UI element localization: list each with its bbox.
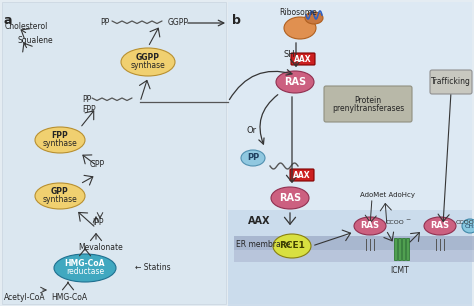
Text: CCOO: CCOO — [456, 221, 474, 226]
Text: AAX: AAX — [248, 216, 271, 226]
Text: FPP: FPP — [52, 130, 68, 140]
Text: Mevalonate: Mevalonate — [78, 243, 123, 252]
Text: Cholesterol: Cholesterol — [5, 22, 48, 31]
Text: b: b — [232, 14, 241, 27]
Text: RAS: RAS — [361, 222, 380, 230]
FancyBboxPatch shape — [2, 2, 226, 304]
Text: PP: PP — [247, 154, 259, 162]
Text: Acetyl-CoA: Acetyl-CoA — [4, 293, 46, 302]
Text: IPP: IPP — [92, 218, 103, 227]
Text: AAX: AAX — [294, 54, 312, 64]
FancyBboxPatch shape — [291, 53, 315, 65]
Text: Or: Or — [247, 126, 257, 135]
Ellipse shape — [241, 150, 265, 166]
Text: reductase: reductase — [66, 267, 104, 275]
Text: GPP: GPP — [90, 160, 105, 169]
Text: ← Statins: ← Statins — [135, 263, 171, 272]
Text: RAS: RAS — [279, 193, 301, 203]
Text: a: a — [4, 14, 12, 27]
Text: SH: SH — [284, 50, 296, 59]
Text: PP: PP — [82, 95, 91, 104]
Text: GGPP: GGPP — [168, 18, 189, 27]
Ellipse shape — [284, 17, 316, 39]
Text: Ribosome: Ribosome — [279, 8, 317, 17]
Text: AAX: AAX — [293, 170, 311, 180]
Ellipse shape — [54, 254, 116, 282]
Bar — [234, 236, 474, 250]
FancyBboxPatch shape — [394, 238, 397, 260]
Text: ER membrane: ER membrane — [236, 240, 290, 249]
Text: HMG-CoA: HMG-CoA — [51, 293, 87, 302]
Text: prenyltransferases: prenyltransferases — [332, 104, 404, 113]
Text: RCE1: RCE1 — [279, 241, 305, 251]
Text: AdoMet AdoHcy: AdoMet AdoHcy — [360, 192, 415, 198]
Text: ICMT: ICMT — [391, 266, 410, 275]
FancyBboxPatch shape — [324, 86, 412, 122]
Ellipse shape — [121, 48, 175, 76]
FancyBboxPatch shape — [228, 2, 472, 304]
Ellipse shape — [273, 234, 311, 258]
Ellipse shape — [354, 217, 386, 235]
Text: RAS: RAS — [430, 222, 449, 230]
Text: CCOO: CCOO — [386, 221, 405, 226]
Bar — [234, 250, 474, 262]
Text: RAS: RAS — [284, 77, 306, 87]
Ellipse shape — [305, 12, 323, 24]
FancyBboxPatch shape — [290, 169, 314, 181]
Ellipse shape — [35, 127, 85, 153]
Text: GPP: GPP — [51, 186, 69, 196]
FancyBboxPatch shape — [406, 238, 409, 260]
Text: synthase: synthase — [43, 139, 77, 147]
FancyBboxPatch shape — [398, 238, 401, 260]
Text: HMG-CoA: HMG-CoA — [65, 259, 105, 267]
FancyBboxPatch shape — [430, 70, 472, 94]
Ellipse shape — [276, 71, 314, 93]
Text: Trafficking: Trafficking — [431, 77, 471, 87]
Text: synthase: synthase — [43, 195, 77, 203]
Ellipse shape — [271, 187, 309, 209]
FancyBboxPatch shape — [228, 210, 472, 306]
Text: CH₃: CH₃ — [464, 223, 474, 229]
Text: Squalene: Squalene — [18, 36, 54, 45]
Text: FPP: FPP — [82, 105, 96, 114]
Ellipse shape — [462, 219, 474, 233]
Text: PP: PP — [100, 18, 109, 27]
FancyBboxPatch shape — [402, 238, 405, 260]
Text: Protein: Protein — [355, 96, 382, 105]
Text: GGPP: GGPP — [136, 53, 160, 62]
Text: synthase: synthase — [131, 61, 165, 69]
Text: ⁻: ⁻ — [405, 217, 410, 227]
Ellipse shape — [424, 217, 456, 235]
Ellipse shape — [35, 183, 85, 209]
